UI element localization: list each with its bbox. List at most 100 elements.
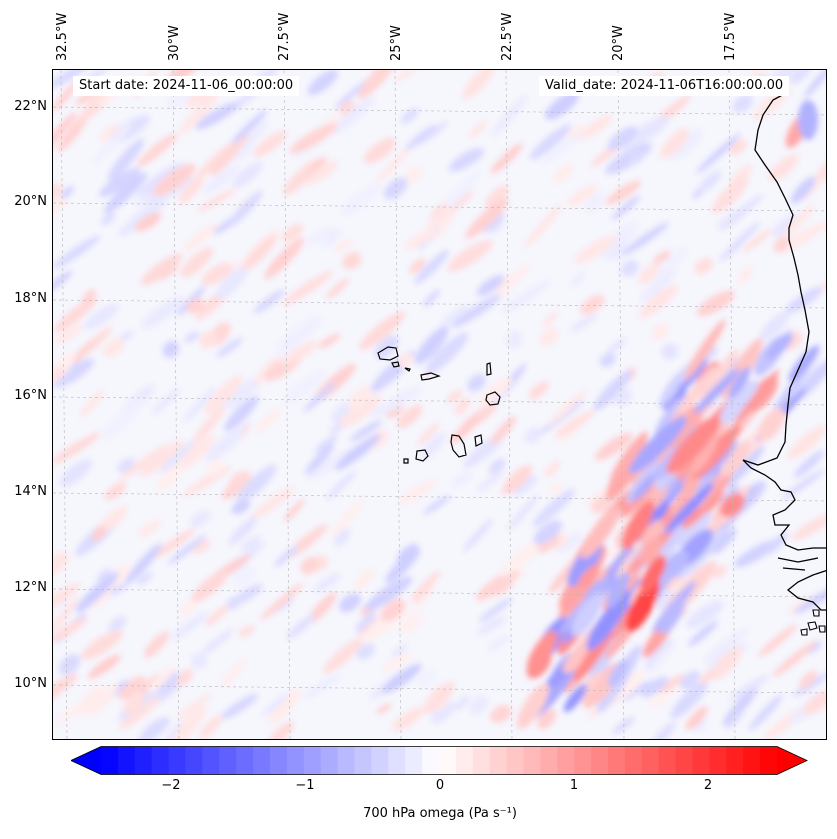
omega-contour-patch (119, 444, 169, 481)
omega-contour-patch (462, 70, 496, 100)
omega-contour-patch (401, 108, 419, 124)
omega-contour-patch (229, 470, 251, 489)
omega-contour-patch (490, 416, 517, 445)
omega-contour-patch (396, 543, 419, 563)
omega-contour-patch (318, 333, 341, 349)
omega-contour-patch (610, 431, 648, 483)
omega-contour-patch (586, 590, 632, 651)
omega-contour-patch (381, 663, 422, 694)
omega-contour-patch (790, 176, 816, 204)
omega-contour-patch (414, 249, 449, 285)
omega-contour-patch (602, 545, 634, 592)
omega-contour-patch (354, 568, 374, 590)
omega-contour-patch (53, 70, 90, 89)
omega-contour-patch (182, 466, 232, 497)
omega-contour-patch (491, 263, 531, 301)
omega-contour-patch (477, 467, 506, 493)
omega-contour-patch (99, 167, 141, 198)
omega-contour-patch (231, 499, 251, 515)
omega-contour-patch (548, 389, 586, 426)
omega-contour-patch (300, 556, 319, 575)
omega-contour-patch (650, 721, 676, 739)
omega-contour-patch (501, 465, 533, 495)
omega-contour-patch (56, 703, 84, 725)
omega-contour-patch (162, 340, 180, 358)
colorbar-tick: 1 (569, 778, 579, 793)
lat-label: 20°N (14, 194, 47, 209)
omega-contour-patch (93, 123, 131, 164)
omega-contour-patch (232, 142, 255, 162)
omega-contour-patch (477, 615, 507, 635)
omega-contour-patch (53, 552, 69, 576)
omega-contour-patch (782, 469, 825, 500)
omega-contour-patch (139, 440, 184, 477)
omega-contour-patch (533, 520, 562, 545)
omega-contour-patch (701, 464, 722, 493)
omega-contour-patch (224, 396, 259, 432)
omega-contour-patch (627, 149, 645, 164)
omega-contour-patch (661, 674, 684, 693)
omega-contour-patch (726, 445, 765, 488)
omega-contour-patch (765, 532, 788, 555)
lon-label: 32.5°W (55, 12, 70, 61)
omega-contour-patch (631, 472, 658, 502)
omega-contour-patch (260, 583, 303, 621)
omega-contour-patch (455, 695, 470, 711)
omega-contour-patch (227, 190, 263, 228)
coastline (742, 91, 826, 611)
start-date-label: Start date: 2024-11-06_00:00:00 (73, 76, 300, 96)
omega-contour-patch (790, 70, 812, 85)
colorbar-segment (405, 746, 423, 775)
omega-contour-patch (574, 235, 617, 264)
omega-contour-patch (137, 163, 185, 197)
omega-contour-patch (269, 721, 294, 739)
omega-contour-patch (255, 409, 281, 433)
omega-contour-patch (722, 686, 758, 726)
lat-label: 10°N (14, 676, 47, 691)
omega-contour-patch (53, 80, 80, 112)
omega-contour-patch (720, 379, 759, 425)
omega-contour-patch (732, 95, 753, 113)
meridian-line (60, 70, 68, 739)
omega-contour-patch (192, 539, 211, 554)
omega-contour-patch (215, 265, 249, 300)
omega-contour-patch (626, 578, 660, 632)
omega-contour-patch (186, 298, 205, 314)
colorbar-segment (253, 746, 271, 775)
omega-contour-patch (794, 582, 826, 614)
omega-contour-patch (638, 264, 658, 285)
omega-contour-patch (78, 686, 106, 715)
omega-contour-patch (679, 670, 701, 690)
omega-contour-patch (203, 164, 240, 195)
omega-contour-patch (99, 123, 120, 143)
omega-contour-patch (611, 195, 641, 221)
colorbar-segment (101, 746, 119, 775)
omega-contour-patch (447, 240, 493, 272)
omega-contour-patch (238, 625, 255, 638)
omega-contour-patch (101, 397, 145, 441)
omega-contour-patch (177, 693, 212, 720)
omega-contour-patch (60, 186, 74, 199)
colorbar-segment (117, 746, 136, 775)
omega-contour-patch (100, 212, 116, 225)
omega-contour-patch (201, 262, 233, 286)
omega-contour-patch (254, 289, 285, 314)
omega-contour-patch (326, 470, 357, 501)
omega-contour-patch (618, 116, 670, 151)
omega-contour-patch (355, 612, 376, 634)
omega-contour-patch (599, 353, 616, 368)
omega-contour-patch (621, 222, 670, 256)
omega-contour-patch (719, 221, 761, 262)
omega-contour-patch (236, 464, 277, 504)
omega-contour-patch (574, 629, 614, 682)
omega-contour-patch (281, 223, 304, 242)
omega-contour-patch (323, 637, 363, 674)
omega-contour-patch (124, 543, 162, 585)
river-estuary (777, 557, 819, 571)
omega-contour-patch (593, 370, 632, 411)
omega-contour-patch (537, 708, 557, 730)
lon-label: 30°W (167, 25, 182, 61)
omega-contour-patch (205, 427, 244, 462)
omega-contour-patch (141, 253, 183, 286)
omega-contour-patch (686, 600, 724, 629)
